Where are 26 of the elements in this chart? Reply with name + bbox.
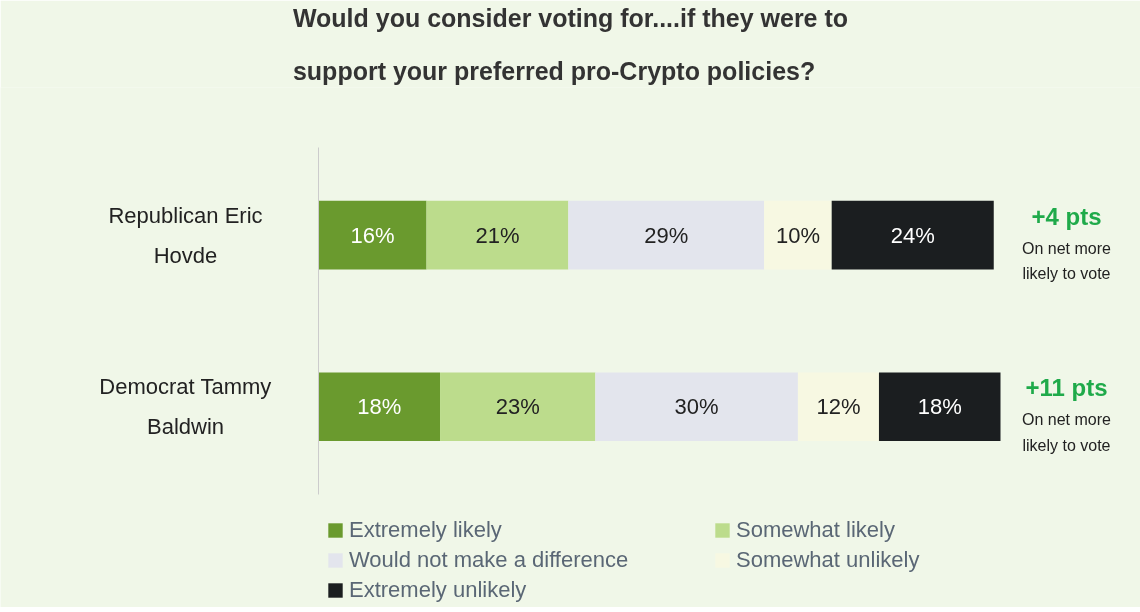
data-label: 24% bbox=[890, 222, 935, 248]
bar bbox=[426, 200, 569, 270]
text: +11 pts bbox=[1025, 374, 1108, 402]
text: On net more likely to vote bbox=[1022, 411, 1112, 454]
data-label: 23% bbox=[495, 394, 540, 420]
legend-label: Extremely unlikely bbox=[349, 577, 528, 603]
legend-label: Somewhat likely bbox=[736, 517, 896, 543]
legend-label: Somewhat unlikely bbox=[736, 547, 921, 573]
text: +4 pts bbox=[1031, 202, 1102, 230]
data-label: 29% bbox=[644, 222, 689, 248]
bar bbox=[440, 372, 596, 442]
y-tick-label: Democrat Tammy Baldwin bbox=[99, 374, 272, 440]
data-label: 12% bbox=[816, 394, 861, 420]
y-tick-label: Republican Eric Hovde bbox=[108, 202, 263, 268]
data-label: 18% bbox=[357, 394, 402, 420]
data-label: 18% bbox=[917, 394, 962, 420]
data-label: 30% bbox=[674, 394, 719, 420]
bar bbox=[318, 372, 441, 442]
data-label: 21% bbox=[475, 222, 520, 248]
data-label: 16% bbox=[350, 222, 395, 248]
chart-title: Would you consider voting for....if they were to support your preferred pro-Crypto policies? bbox=[292, 4, 849, 86]
bar bbox=[318, 200, 427, 270]
legend-label: Extremely likely bbox=[349, 517, 503, 543]
text: On net more likely to vote bbox=[1022, 239, 1112, 283]
legend-label: Would not make a difference bbox=[349, 547, 630, 573]
data-label: 10% bbox=[775, 222, 820, 248]
